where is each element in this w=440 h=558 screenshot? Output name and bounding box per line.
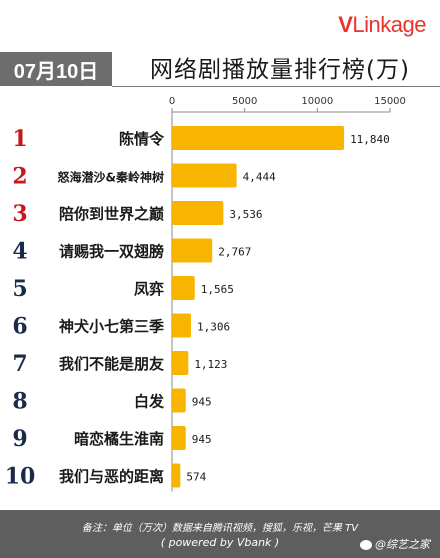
brand-v: V (338, 12, 353, 37)
bar (172, 426, 186, 450)
title-rule (112, 86, 440, 87)
value-label: 945 (192, 433, 212, 446)
bar (172, 163, 237, 188)
value-label: 4,444 (243, 171, 276, 184)
bar (172, 313, 191, 338)
bar (172, 351, 189, 375)
value-label: 2,767 (218, 246, 251, 259)
footer-powered: ( powered by Vbank ) (160, 536, 280, 549)
rank-number: 10 (5, 464, 36, 490)
category-label: 神犬小七第三季 (59, 318, 164, 336)
rank-number: 2 (12, 164, 27, 190)
weibo-watermark: @综艺之家 (360, 536, 430, 552)
value-label: 574 (186, 471, 206, 484)
rank-number: 4 (12, 239, 27, 265)
footer-note: 备注：单位（万次）数据来自腾讯视频，搜狐，乐视，芒果 TV (81, 523, 359, 534)
category-label: 怒海潜沙&秦岭神树 (58, 170, 164, 185)
chart-title: 网络剧播放量排行榜(万) (150, 57, 410, 83)
value-label: 1,123 (194, 358, 227, 371)
weibo-handle: @综艺之家 (375, 538, 430, 551)
value-label: 1,306 (197, 321, 230, 334)
bar (172, 201, 224, 225)
vlinkage-logo: VLinkage (338, 12, 426, 38)
category-label: 白发 (134, 393, 165, 411)
category-label: 凤弈 (134, 280, 164, 298)
rank-number: 9 (12, 426, 27, 452)
x-tick-label: 5000 (232, 96, 257, 107)
x-tick-label: 15000 (374, 96, 406, 107)
category-label: 我们不能是朋友 (59, 355, 164, 373)
value-label: 1,565 (201, 283, 234, 296)
rank-number: 8 (12, 389, 27, 415)
category-label: 陪你到世界之巅 (59, 205, 164, 223)
date-badge: 07月10日 (0, 52, 112, 86)
x-tick-label: 0 (169, 96, 175, 107)
bar (172, 463, 181, 488)
value-label: 11,840 (350, 133, 390, 146)
rank-number: 7 (12, 351, 27, 377)
x-tick-label: 10000 (301, 96, 333, 107)
brand-rest: Linkage (352, 12, 426, 37)
rank-number: 3 (12, 201, 27, 227)
bar (172, 126, 345, 150)
category-label: 暗恋橘生淮南 (74, 430, 164, 448)
rank-number: 5 (12, 276, 27, 302)
weibo-icon (360, 540, 372, 550)
category-label: 陈情令 (119, 130, 165, 148)
bar (172, 276, 195, 300)
footer: 备注：单位（万次）数据来自腾讯视频，搜狐，乐视，芒果 TV ( powered … (0, 510, 440, 558)
bar-chart: 0 5000 10000 15000 1 陈情令 11,840 2 怒海潜沙&秦岭神树 4,444… (5, 96, 406, 492)
bar (172, 388, 186, 413)
rank-number: 1 (12, 126, 27, 152)
category-label: 请赐我一双翅膀 (59, 243, 164, 261)
rank-number: 6 (12, 314, 27, 340)
value-label: 3,536 (229, 208, 262, 221)
bar (172, 238, 213, 263)
category-label: 我们与恶的距离 (59, 468, 164, 486)
value-label: 945 (192, 396, 212, 409)
